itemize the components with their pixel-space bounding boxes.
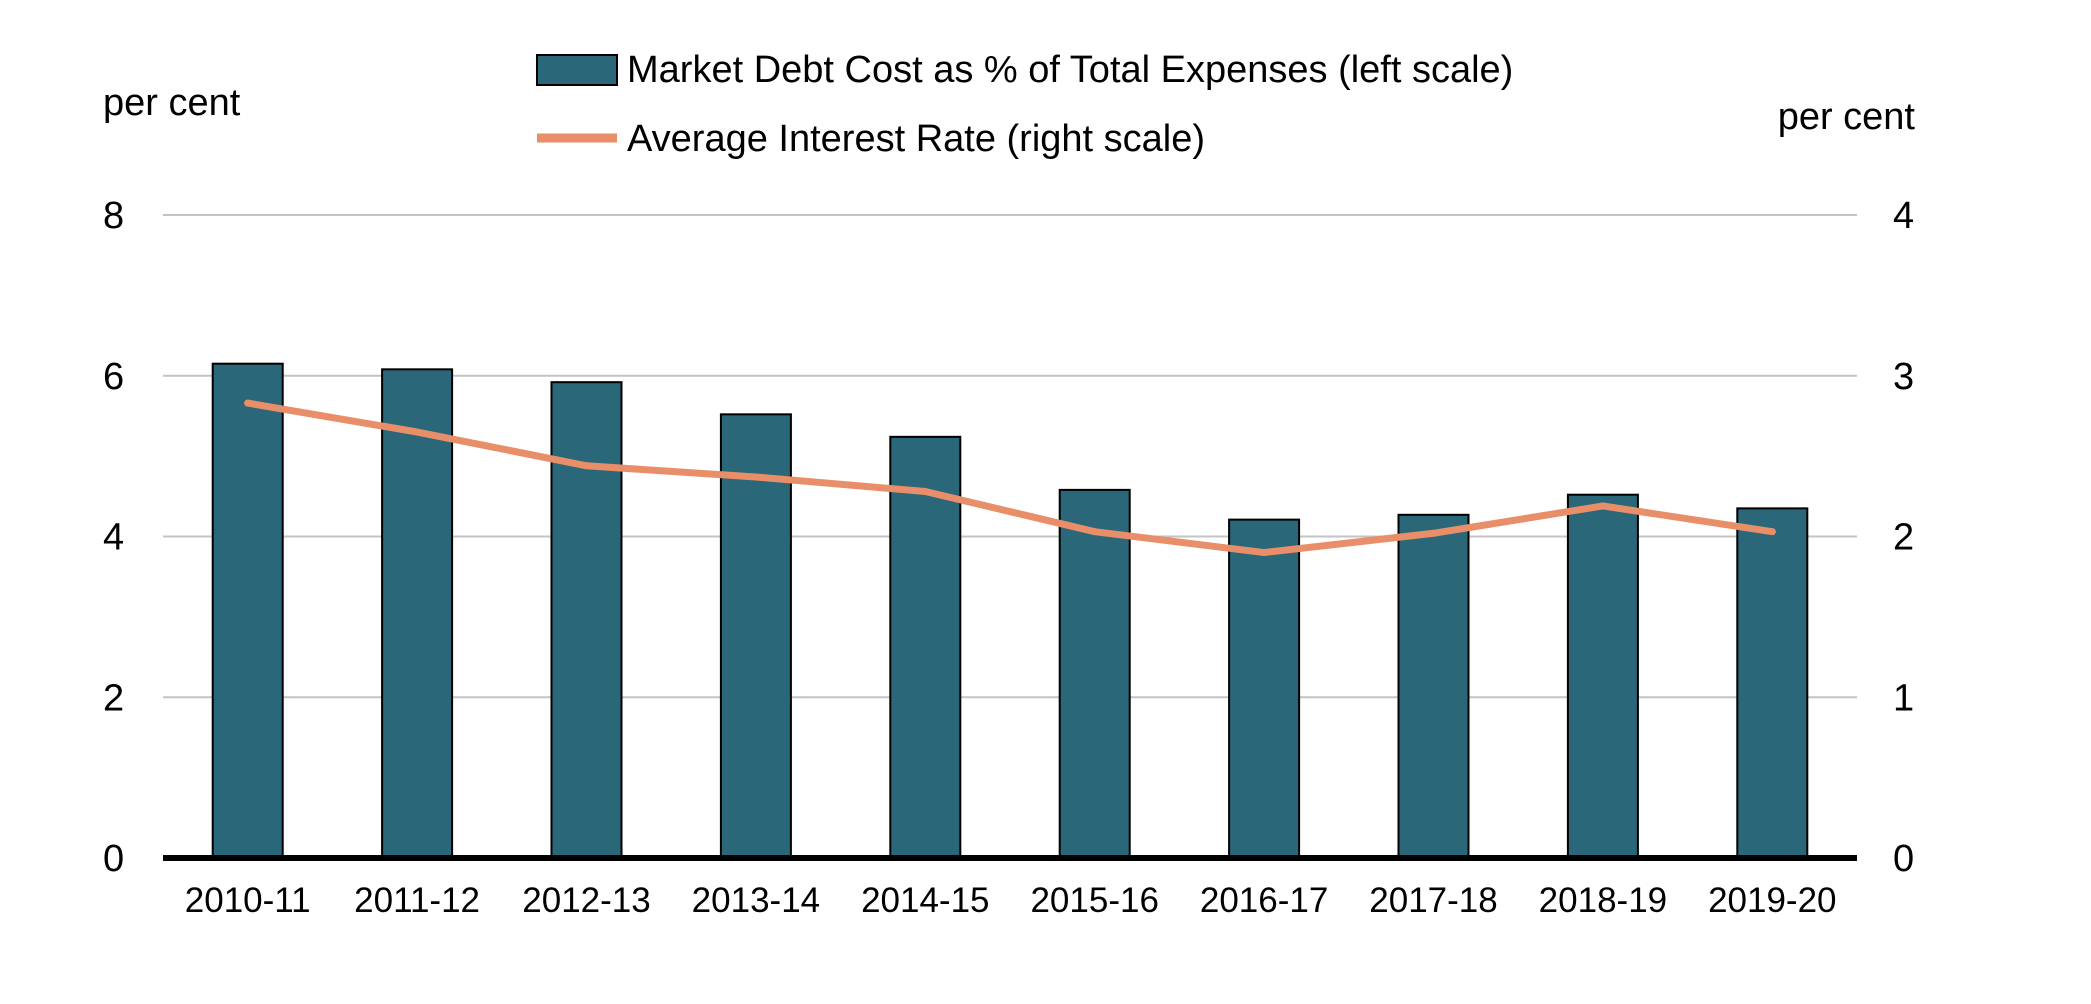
right-tick-label: 2 [1893, 517, 1914, 559]
point-average-interest-rate [1768, 528, 1776, 536]
interest-rate-line-layer [244, 399, 1776, 557]
x-tick-label: 2018-19 [1539, 881, 1667, 920]
bars [211, 362, 1809, 860]
point-average-interest-rate [1091, 528, 1099, 536]
point-average-interest-rate [583, 462, 590, 470]
legend: Market Debt Cost as % of Total Expenses … [536, 49, 1513, 160]
left-axis-label: per cent [103, 82, 241, 124]
point-average-interest-rate [921, 487, 929, 495]
x-tick-label: 2011-12 [354, 881, 480, 920]
bar-market-debt-cost [889, 435, 962, 859]
x-tick-label: 2014-15 [861, 881, 989, 920]
x-tick-label: 2017-18 [1369, 881, 1497, 920]
left-tick-label: 4 [103, 517, 124, 559]
legend-swatch-market-debt-cost [536, 54, 618, 86]
bar-market-debt-cost [381, 368, 454, 859]
bar-market-debt-cost [1566, 493, 1639, 859]
x-tick-label: 2016-17 [1200, 881, 1328, 920]
bar-market-debt-cost [719, 413, 792, 859]
bar-market-debt-cost [1058, 488, 1131, 859]
x-tick-label: 2010-11 [185, 881, 311, 920]
x-tick-label: 2012-13 [522, 881, 650, 920]
point-average-interest-rate [752, 473, 760, 481]
point-average-interest-rate [1430, 529, 1437, 537]
x-tick-label: 2013-14 [692, 881, 820, 920]
left-tick-label: 8 [103, 195, 124, 237]
right-axis-label: per cent [1778, 96, 1916, 138]
right-tick-label: 4 [1893, 195, 1914, 237]
axes: 0 2 4 6 8 0 1 2 3 4 2010-11 2011-12 2012-13 2013-14 20… [103, 195, 1914, 920]
legend-label-market-debt-cost: Market Debt Cost as % of Total Expenses … [627, 49, 1513, 91]
point-average-interest-rate [1260, 549, 1268, 557]
bar-market-debt-cost [1228, 518, 1301, 860]
left-tick-label: 2 [103, 677, 124, 719]
line-average-interest-rate [244, 399, 1776, 557]
right-tick-label: 1 [1893, 677, 1914, 719]
x-tick-label: 2015-16 [1030, 881, 1158, 920]
point-average-interest-rate [1599, 502, 1607, 510]
left-tick-label: 0 [103, 838, 124, 880]
point-average-interest-rate [244, 399, 252, 407]
x-tick-label: 2019-20 [1708, 881, 1836, 920]
right-tick-label: 0 [1893, 838, 1914, 880]
legend-label-average-interest-rate: Average Interest Rate (right scale) [627, 118, 1205, 160]
right-tick-label: 3 [1893, 356, 1914, 398]
bar-market-debt-cost [550, 381, 623, 859]
left-tick-label: 6 [103, 356, 124, 398]
bar-market-debt-cost [211, 362, 284, 859]
bar-market-debt-cost [1736, 507, 1809, 859]
point-average-interest-rate [413, 428, 421, 436]
bar-market-debt-cost [1397, 513, 1470, 860]
